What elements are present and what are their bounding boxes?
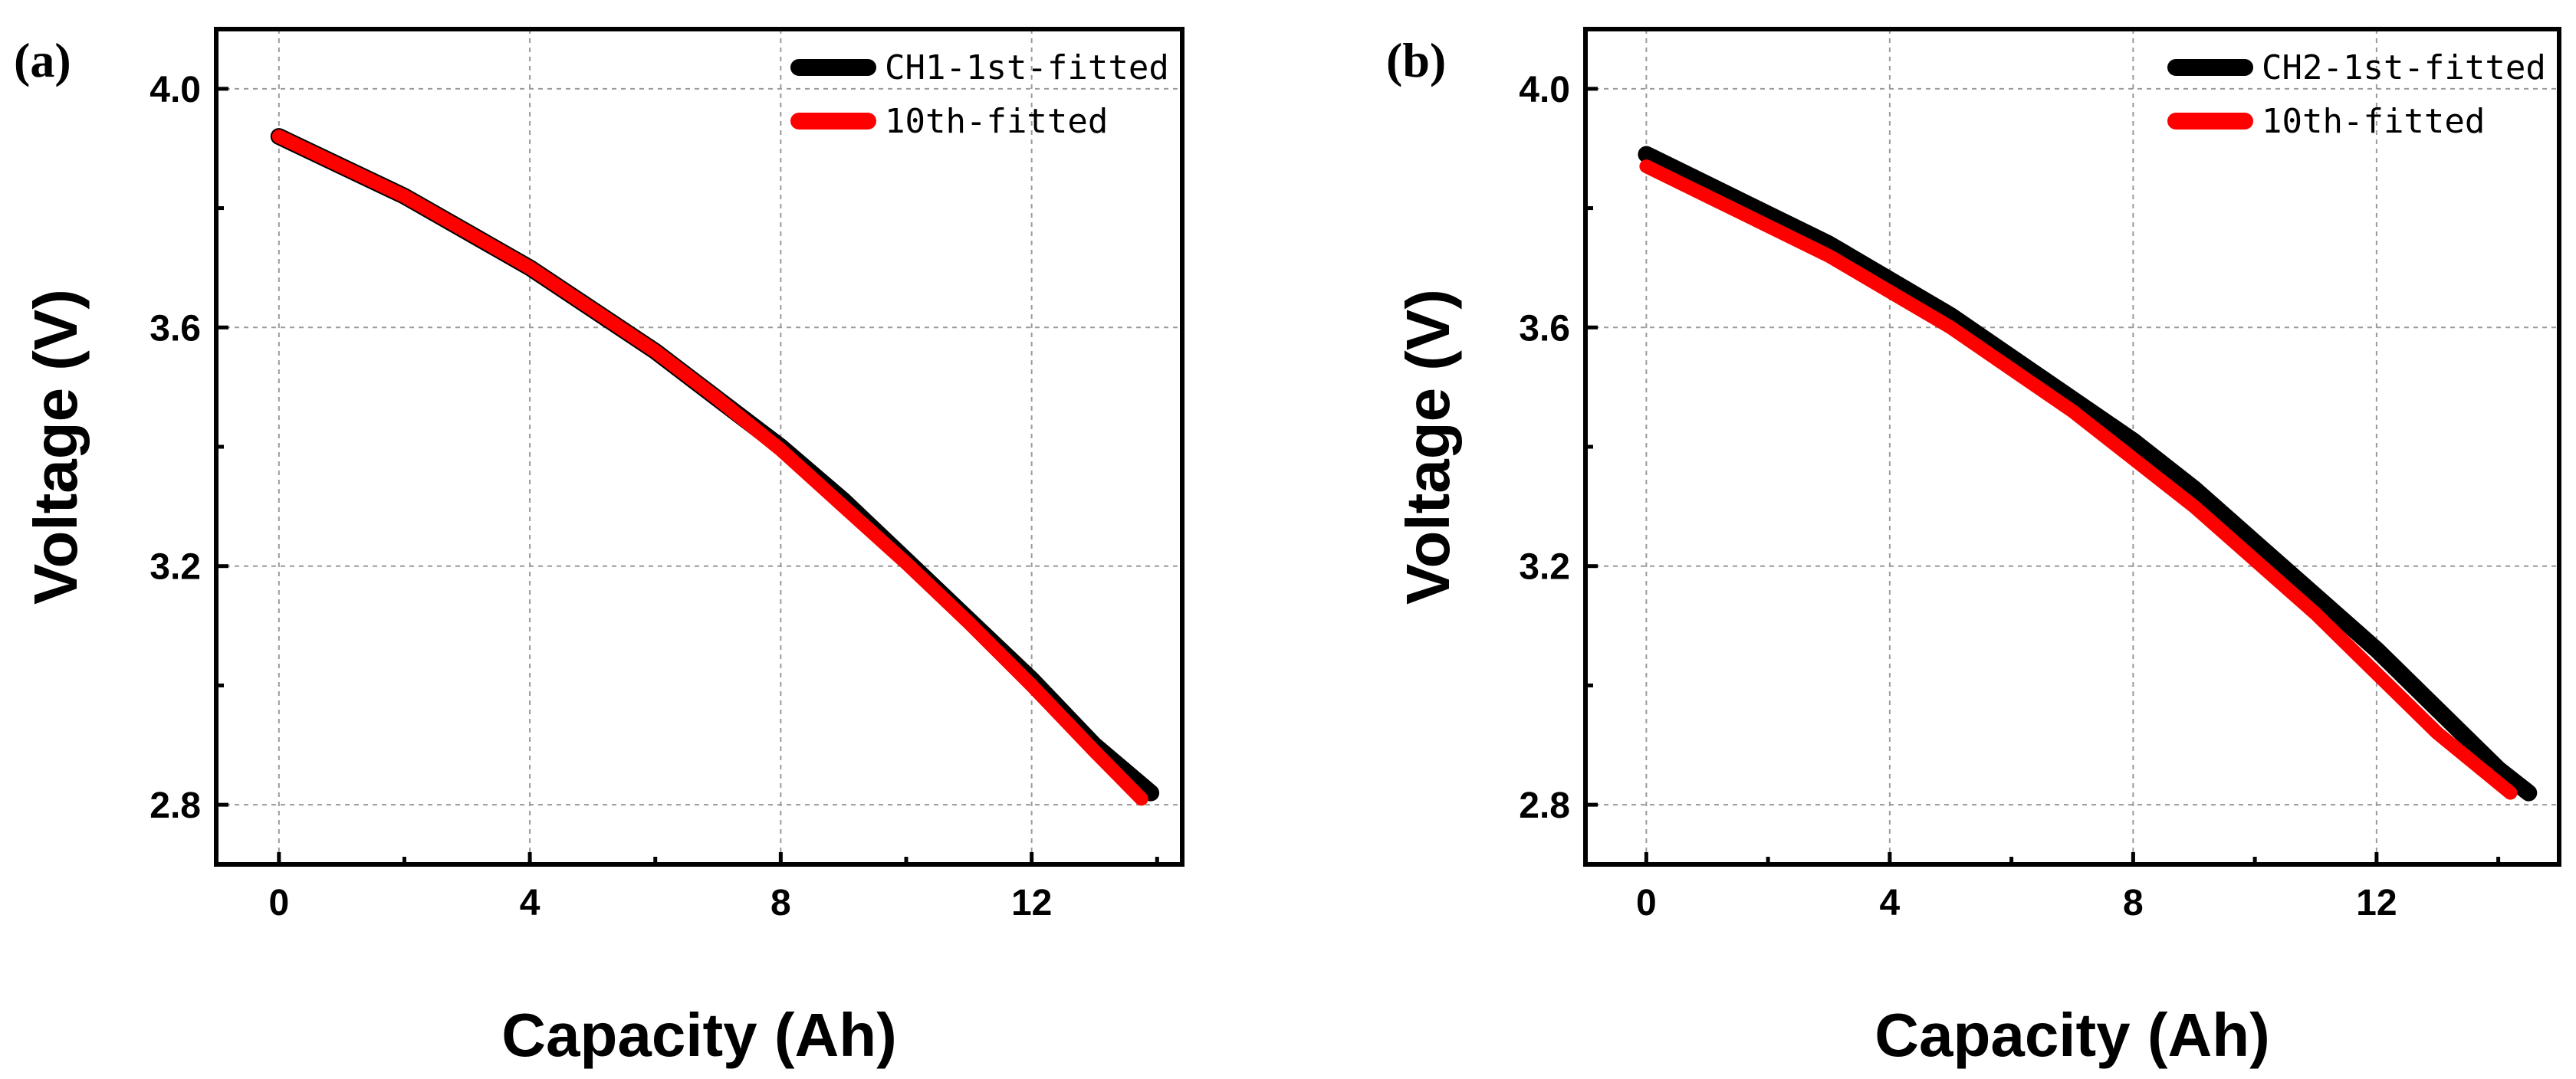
x-tick-label: 4 (520, 883, 540, 923)
panel-label-b: (b) (1386, 33, 1446, 87)
legend-label-10th-b: 10th-fitted (2262, 102, 2485, 141)
x-tick-label: 0 (1636, 883, 1657, 923)
x-tick-label: 8 (770, 883, 791, 923)
x-tick-label: 4 (1880, 883, 1901, 923)
tick-labels-a: 0 4 8 12 2.8 3.2 3.6 4.0 (150, 70, 1052, 923)
legend-a: CH1-1st-fitted 10th-fitted (790, 48, 1169, 141)
grid-b (1585, 29, 2559, 864)
ticks-a (216, 87, 1159, 864)
grid-a (216, 29, 1182, 864)
x-axis-title-b: Capacity (Ah) (1875, 1001, 2270, 1069)
x-tick-label: 8 (2123, 883, 2144, 923)
series-a (270, 128, 1160, 806)
legend-label-ch1-1st: CH1-1st-fitted (885, 48, 1169, 87)
x-tick-label: 12 (1011, 883, 1052, 923)
x-tick-label: 0 (268, 883, 289, 923)
y-tick-label: 4.0 (1519, 70, 1570, 110)
series-line-tenth (271, 130, 1148, 806)
y-tick-label: 3.6 (150, 308, 201, 349)
y-tick-label: 2.8 (150, 785, 201, 826)
y-tick-label: 4.0 (150, 70, 201, 110)
legend-b: CH2-1st-fitted 10th-fitted (2167, 48, 2546, 141)
tick-labels-b: 0 4 8 12 2.8 3.2 3.6 4.0 (1519, 70, 2397, 923)
series-line-first (270, 128, 1160, 802)
panel-a: 0 4 8 12 2.8 3.2 3.6 4.0 (a) Capacity (Ah) Volt… (14, 27, 1184, 1069)
series-line-first (1638, 146, 2538, 802)
series-b (1638, 146, 2538, 802)
series-line-tenth (1639, 159, 2518, 800)
legend-label-10th-a: 10th-fitted (885, 102, 1108, 141)
plot-frame-b (1583, 27, 2561, 867)
y-tick-label: 3.6 (1519, 308, 1570, 349)
panel-b: 0 4 8 12 2.8 3.2 3.6 4.0 (b) Capacity (Ah) Volt… (1386, 27, 2561, 1069)
legend-label-ch2-1st: CH2-1st-fitted (2262, 48, 2546, 87)
x-tick-label: 12 (2356, 883, 2397, 923)
y-tick-label: 2.8 (1519, 785, 1570, 826)
panel-label-a: (a) (14, 33, 71, 87)
y-axis-title-a: Voltage (V) (21, 289, 90, 605)
y-tick-label: 3.2 (150, 547, 201, 588)
plot-frame-a (214, 27, 1184, 867)
x-axis-title-a: Capacity (Ah) (501, 1001, 897, 1069)
y-axis-title-b: Voltage (V) (1394, 289, 1462, 605)
y-tick-label: 3.2 (1519, 547, 1570, 588)
